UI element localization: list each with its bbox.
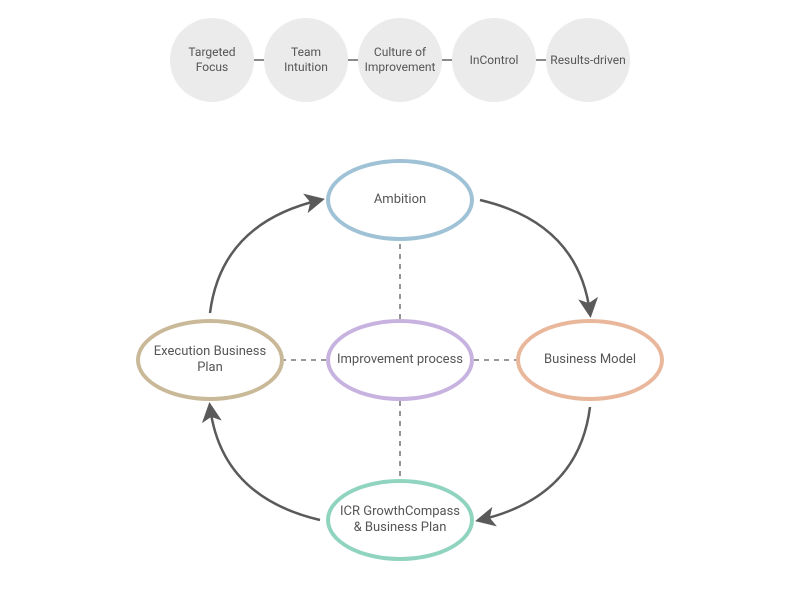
cycle-diagram: Improvement process Ambition Business Mode… (130, 140, 670, 580)
top-connector (348, 59, 358, 61)
cycle-node-label: Execution Business Plan (146, 344, 274, 377)
top-circle-label: Team Intuition (268, 45, 344, 75)
top-row: Targeted Focus Team Intuition Culture of I… (0, 18, 800, 102)
cycle-node-left: Execution Business Plan (136, 319, 284, 401)
top-circle: Team Intuition (264, 18, 348, 102)
top-circle: InControl (452, 18, 536, 102)
top-circle-label: Results-driven (550, 53, 625, 68)
top-connector (536, 59, 546, 61)
top-circle: Targeted Focus (170, 18, 254, 102)
top-circle: Results-driven (546, 18, 630, 102)
diagram-stage: Targeted Focus Team Intuition Culture of I… (0, 0, 800, 600)
cycle-node-top: Ambition (326, 159, 474, 241)
top-connector (442, 59, 452, 61)
top-connector (254, 59, 264, 61)
cycle-node-center: Improvement process (326, 319, 474, 401)
cycle-node-label: Ambition (374, 192, 426, 208)
top-circle: Culture of Improvement (358, 18, 442, 102)
cycle-node-label: Improvement process (337, 352, 463, 368)
top-circle-label: Targeted Focus (174, 45, 250, 75)
top-circle-label: Culture of Improvement (362, 45, 438, 75)
cycle-node-bottom: ICR GrowthCompass & Business Plan (326, 479, 474, 561)
cycle-node-label: ICR GrowthCompass & Business Plan (336, 504, 464, 537)
cycle-node-right: Business Model (516, 319, 664, 401)
top-circle-label: InControl (470, 53, 519, 68)
cycle-node-label: Business Model (544, 352, 636, 368)
